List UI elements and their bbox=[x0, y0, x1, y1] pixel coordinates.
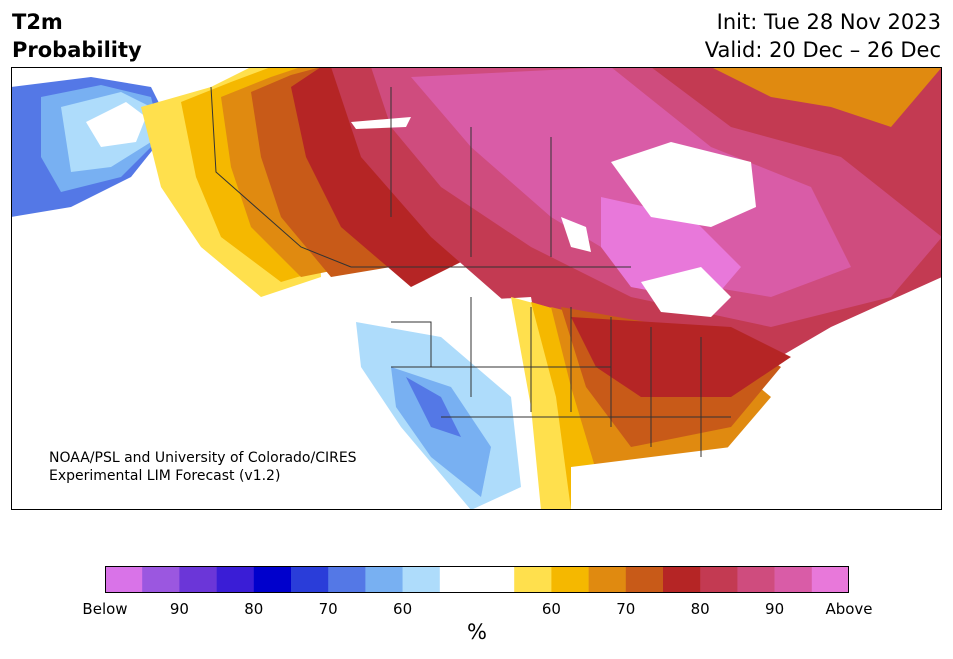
great-lakes bbox=[641, 267, 731, 317]
forecast-map bbox=[11, 67, 942, 510]
title-line-2: Probability bbox=[12, 38, 142, 62]
colorbar-segment bbox=[811, 566, 849, 593]
chart-title: T2m Probability bbox=[12, 8, 142, 64]
colorbar-unit: % bbox=[467, 620, 487, 644]
wus-blue bbox=[391, 367, 491, 497]
colorbar-segment bbox=[514, 566, 552, 593]
colorbar-segment bbox=[179, 566, 217, 593]
colorbar-segment bbox=[477, 566, 515, 593]
colorbar-tick-label: 90 bbox=[765, 600, 785, 618]
colorbar-segment bbox=[253, 566, 292, 593]
colorbar-segment bbox=[774, 566, 813, 593]
colorbar-segment bbox=[105, 566, 143, 593]
hudson-bay bbox=[611, 142, 756, 227]
colorbar-segment bbox=[737, 566, 775, 593]
political-boundaries bbox=[210, 86, 731, 457]
colorbar-segment bbox=[700, 566, 738, 593]
colorbar-segment bbox=[439, 566, 478, 593]
lake-winnipeg bbox=[561, 217, 591, 252]
atlantic-water bbox=[731, 337, 942, 510]
lake-athabasca bbox=[351, 117, 411, 129]
colorbar-tick-label: 80 bbox=[690, 600, 710, 618]
cus-red bbox=[571, 317, 791, 397]
colorbar-segment bbox=[588, 566, 627, 593]
credit-line-2: Experimental LIM Forecast (v1.2) bbox=[49, 468, 281, 484]
valid-range: Valid: 20 Dec – 26 Dec bbox=[704, 38, 941, 62]
colorbar-tick-label: 60 bbox=[541, 600, 561, 618]
colorbar-tick-label: 70 bbox=[318, 600, 338, 618]
colorbar-segment bbox=[402, 566, 441, 593]
colorbar-segment bbox=[328, 566, 366, 593]
colorbar-segment bbox=[365, 566, 403, 593]
colorbar-segment bbox=[291, 566, 329, 593]
wus-blue-dark bbox=[406, 377, 461, 437]
colorbar-tick-label: Above bbox=[825, 600, 873, 618]
map-credit: NOAA/PSL and University of Colorado/CIRE… bbox=[49, 449, 357, 485]
gulf-water bbox=[571, 447, 751, 510]
init-date: Init: Tue 28 Nov 2023 bbox=[716, 10, 941, 34]
colorbar-segment bbox=[551, 566, 589, 593]
title-line-1: T2m bbox=[12, 10, 63, 34]
colorbar-tick-label: 80 bbox=[244, 600, 264, 618]
colorbar-segment bbox=[142, 566, 180, 593]
greenland bbox=[711, 67, 942, 127]
colorbar-tick-label: Below bbox=[82, 600, 128, 618]
forecast-dates: Init: Tue 28 Nov 2023 Valid: 20 Dec – 26… bbox=[705, 8, 941, 64]
map-frame bbox=[11, 67, 942, 510]
colorbar-segment bbox=[216, 566, 255, 593]
credit-line-1: NOAA/PSL and University of Colorado/CIRE… bbox=[49, 450, 357, 466]
colorbar-segment bbox=[663, 566, 701, 593]
colorbar bbox=[105, 566, 849, 593]
alaska-white bbox=[86, 102, 146, 147]
colorbar-tick-label: 70 bbox=[616, 600, 636, 618]
colorbar-tick-label: 60 bbox=[393, 600, 413, 618]
colorbar-segment bbox=[625, 566, 664, 593]
colorbar-tick-label: 90 bbox=[169, 600, 189, 618]
colorbar-frame bbox=[105, 566, 849, 593]
